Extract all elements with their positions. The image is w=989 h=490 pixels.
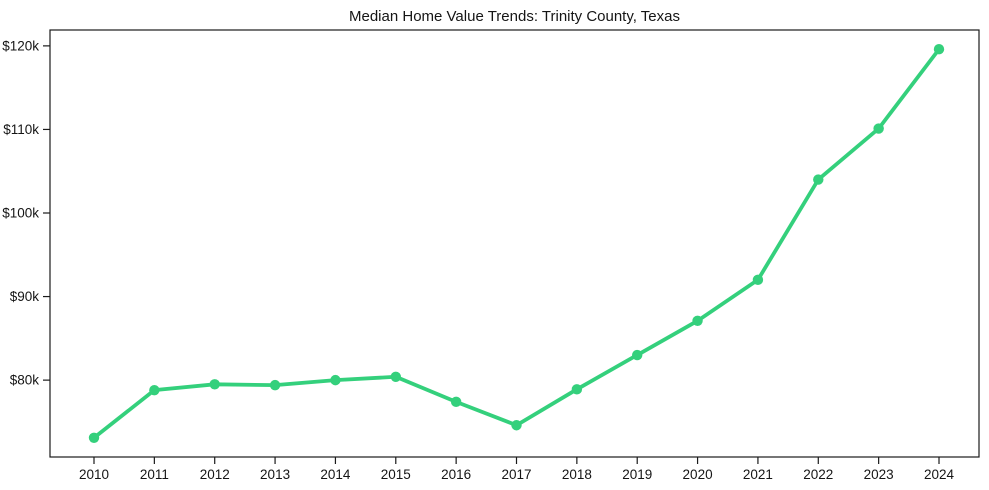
data-point-2021 — [752, 274, 764, 286]
data-point-2015 — [390, 371, 401, 382]
x-tick-label: 2018 — [562, 467, 592, 482]
x-tick-label: 2016 — [441, 467, 471, 482]
data-point-2011 — [149, 384, 160, 396]
data-point-2013 — [269, 379, 281, 391]
data-point-2024 — [933, 44, 945, 55]
data-point-2020 — [692, 315, 703, 326]
data-point-2017 — [511, 420, 522, 431]
data-point-2010 — [88, 432, 100, 443]
plot-border — [49, 29, 980, 458]
x-tick-label: 2017 — [501, 467, 531, 482]
x-tick-label: 2014 — [320, 467, 351, 482]
x-tick-label: 2019 — [622, 467, 652, 482]
x-tick-label: 2011 — [140, 467, 169, 482]
y-tick-label: $80k — [10, 373, 40, 388]
y-tick-label: $110k — [3, 122, 39, 137]
trend-line — [92, 47, 941, 440]
x-tick-label: 2024 — [924, 467, 955, 482]
chart-title: Median Home Value Trends: Trinity County… — [349, 8, 680, 25]
x-tick-label: 2023 — [864, 467, 894, 482]
data-point-2023 — [873, 123, 884, 134]
y-tick-label: $90k — [10, 289, 40, 304]
x-tick-label: 2021 — [743, 467, 773, 482]
y-tick-label: $120k — [2, 38, 39, 53]
data-point-2014 — [330, 374, 341, 386]
x-tick-label: 2022 — [803, 467, 833, 482]
y-tick-label: $100k — [2, 206, 39, 221]
data-point-2012 — [209, 379, 220, 390]
x-tick-label: 2010 — [79, 467, 109, 482]
data-point-2016 — [450, 396, 462, 408]
data-point-2018 — [571, 384, 583, 395]
x-tick-label: 2015 — [381, 467, 411, 482]
data-point-2022 — [813, 174, 824, 185]
x-tick-label: 2012 — [200, 467, 230, 482]
x-tick-label: 2020 — [683, 467, 713, 482]
data-point-2019 — [632, 349, 643, 361]
x-tick-label: 2013 — [260, 467, 290, 482]
